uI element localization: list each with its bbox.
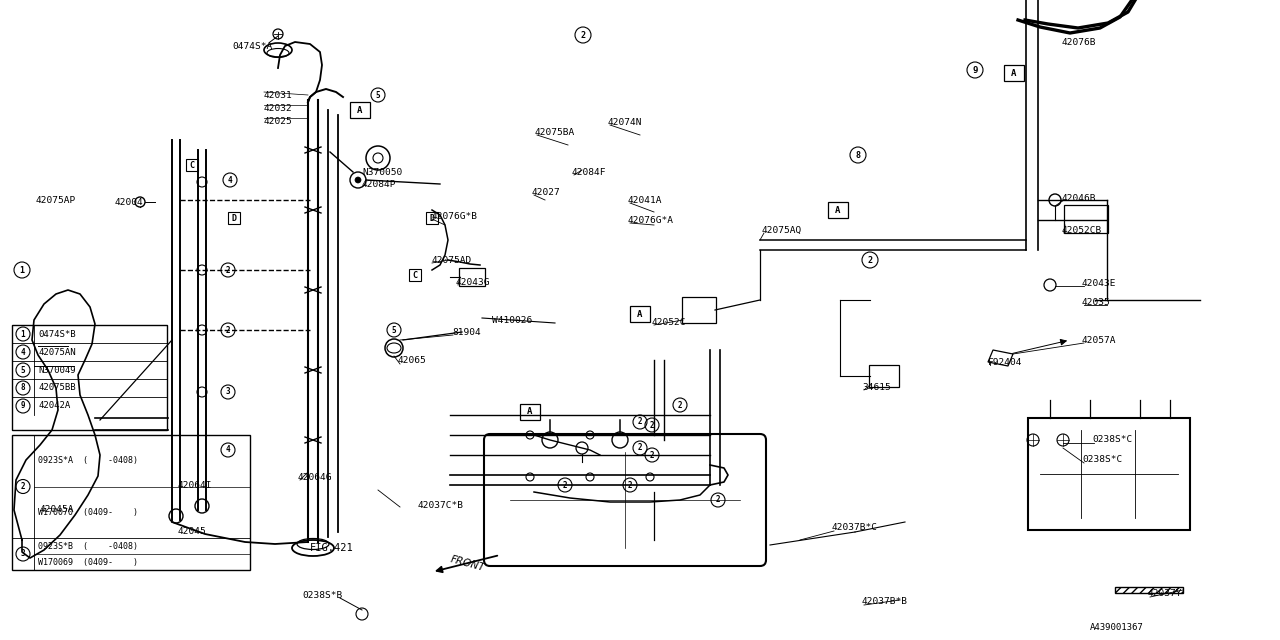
Text: 81904: 81904 [452,328,481,337]
Text: D: D [232,214,237,223]
Text: 42043G: 42043G [456,278,490,287]
Text: 42075AP: 42075AP [36,195,77,205]
Text: 2: 2 [637,417,643,426]
Text: 2: 2 [20,482,26,491]
Text: 42045: 42045 [178,527,207,536]
Text: 42057A: 42057A [1082,335,1116,344]
Text: 42032: 42032 [264,104,293,113]
Text: 42065: 42065 [398,355,426,365]
Text: 42076B: 42076B [1062,38,1097,47]
Text: FIG.421: FIG.421 [310,543,353,553]
Text: 9: 9 [20,401,26,410]
Text: 42064G: 42064G [298,474,333,483]
Text: 42075AD: 42075AD [433,255,472,264]
Text: 42045A: 42045A [40,506,74,515]
Text: 0474S*B: 0474S*B [38,330,76,339]
Text: 42035: 42035 [1082,298,1111,307]
Text: A439001367: A439001367 [1091,623,1144,632]
Text: 42004: 42004 [115,198,143,207]
Text: 0923S*B  (    -0408): 0923S*B ( -0408) [38,541,138,550]
Text: 42064I: 42064I [178,481,212,490]
Text: W170070  (0409-    ): W170070 (0409- ) [38,508,138,516]
Text: 9: 9 [973,65,978,74]
Text: 42052CB: 42052CB [1062,225,1102,234]
Text: 42037B*C: 42037B*C [832,524,878,532]
Text: 4: 4 [20,348,26,356]
Text: 42074N: 42074N [608,118,643,127]
Text: 5: 5 [20,365,26,374]
Text: N370050: N370050 [362,168,402,177]
Text: 42084P: 42084P [362,179,397,189]
Bar [1115,587,1183,593]
Text: A: A [637,310,643,319]
Text: 42075BA: 42075BA [535,127,575,136]
Text: A: A [527,408,532,417]
Text: 42037Y: 42037Y [1148,589,1183,598]
Text: N370049: N370049 [38,365,76,374]
Text: 42037C*B: 42037C*B [419,500,465,509]
Text: A: A [357,106,362,115]
Text: 5: 5 [392,326,397,335]
Text: 0923S*A  (    -0408): 0923S*A ( -0408) [38,456,138,465]
Text: 1: 1 [19,266,24,275]
Text: 42043E: 42043E [1082,278,1116,287]
Text: 8: 8 [855,150,860,159]
Text: 42084F: 42084F [572,168,607,177]
Text: 5: 5 [376,90,380,99]
Text: 42027: 42027 [532,188,561,196]
Text: 42025: 42025 [264,116,293,125]
Text: 42075AN: 42075AN [38,348,76,356]
Text: 3: 3 [225,387,230,397]
Circle shape [355,177,361,183]
Text: 42052C: 42052C [652,317,686,326]
Text: 8: 8 [20,383,26,392]
Circle shape [134,197,145,207]
Text: D: D [430,214,434,223]
Text: 2: 2 [637,444,643,452]
Text: 42042A: 42042A [38,401,70,410]
Text: 0474S*A: 0474S*A [232,42,273,51]
Text: 4: 4 [228,175,232,184]
Text: 2: 2 [627,481,632,490]
Text: A: A [1011,68,1016,77]
Text: 2: 2 [868,255,873,264]
Text: 1: 1 [20,330,26,339]
Text: 42075AQ: 42075AQ [762,225,803,234]
Text: 2: 2 [650,451,654,460]
Text: 2: 2 [225,266,230,275]
Text: 2: 2 [650,420,654,429]
Text: A: A [836,205,841,214]
Text: W170069  (0409-    ): W170069 (0409- ) [38,557,138,566]
Text: 3: 3 [20,550,26,559]
Text: 42041A: 42041A [628,195,663,205]
Text: 2: 2 [677,401,682,410]
Text: 42075BB: 42075BB [38,383,76,392]
Text: 34615: 34615 [861,383,891,392]
Text: 42037B*B: 42037B*B [861,598,908,607]
Text: 42046B: 42046B [1062,193,1097,202]
Text: 4: 4 [225,445,230,454]
Text: C: C [189,161,195,170]
Bar [12,325,166,430]
Text: 42031: 42031 [264,90,293,99]
Text: 2: 2 [581,31,585,40]
Text: F92404: F92404 [988,358,1023,367]
Text: 2: 2 [563,481,567,490]
Text: 0238S*B: 0238S*B [302,591,342,600]
Text: 42076G*B: 42076G*B [433,211,477,221]
Text: 0238S*C: 0238S*C [1082,456,1123,465]
Text: 2: 2 [716,495,721,504]
Text: C: C [412,271,417,280]
Text: 2: 2 [225,326,230,335]
Bar [1028,418,1190,530]
Bar [12,435,250,570]
Text: 42076G*A: 42076G*A [628,216,675,225]
Text: FRONT: FRONT [449,555,486,573]
Text: W410026: W410026 [492,316,532,324]
Text: 0238S*C: 0238S*C [1092,435,1133,445]
